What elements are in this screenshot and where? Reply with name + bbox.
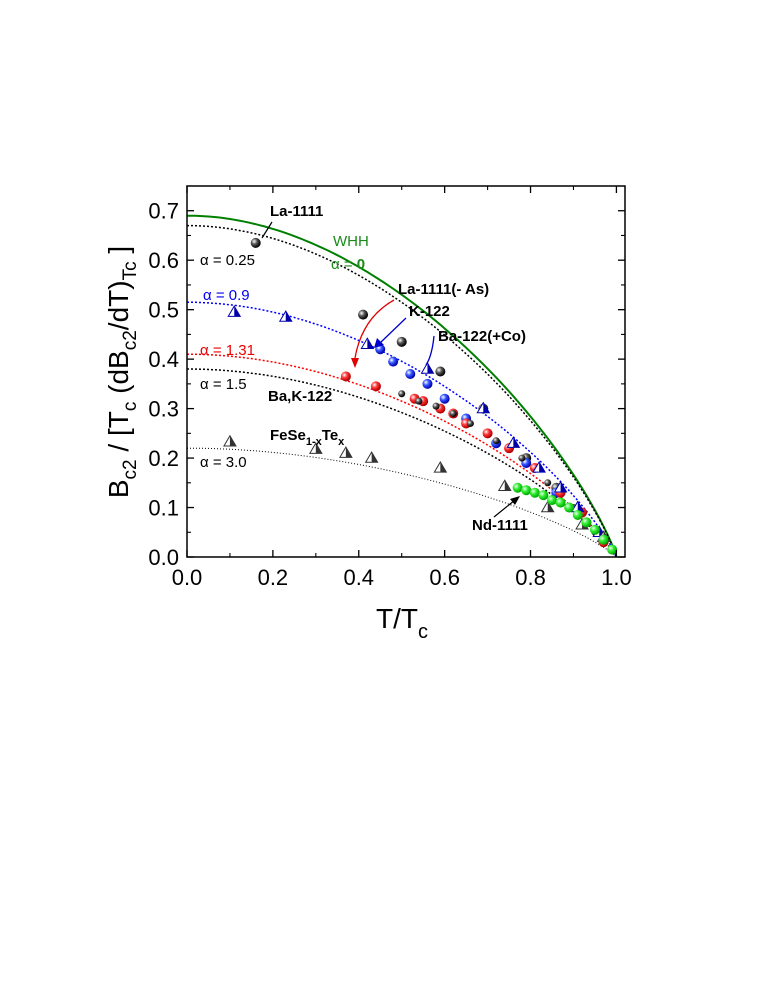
arrow-k122 [379, 317, 407, 344]
arrowhead-la1111-as [351, 358, 359, 368]
y-tick-label: 0.7 [148, 199, 179, 224]
data-point [607, 544, 618, 555]
data-point [405, 368, 416, 379]
label-nd1111: Nd-1111 [472, 517, 528, 534]
y-tick-label: 0.6 [148, 248, 179, 273]
data-point [422, 378, 433, 389]
data-point [547, 495, 557, 506]
data-point [538, 490, 549, 501]
x-tick-label: 1.0 [601, 565, 632, 590]
label-alpha-15: α = 1.5 [200, 376, 247, 393]
data-point-triangle-fill [440, 461, 447, 473]
arrow-ba122co [425, 335, 435, 366]
label-alpha-131: α = 1.31 [200, 342, 255, 359]
y-tick-label: 0.2 [148, 446, 179, 471]
data-point-triangle-fill [560, 481, 567, 492]
data-point [435, 366, 446, 377]
data-point-triangle-fill [315, 443, 322, 454]
label-alpha0: α = 0 [331, 256, 365, 273]
curve-line [186, 301, 618, 558]
y-tick-label: 0.4 [148, 347, 179, 372]
label-alpha-30: α = 3.0 [200, 454, 247, 471]
data-point [521, 485, 532, 496]
data-point-triangle-fill [367, 338, 374, 349]
curve-line [187, 368, 618, 558]
data-point [512, 482, 523, 493]
curve-line [187, 353, 618, 558]
label-bak122: Ba,K-122 [268, 388, 332, 405]
data-point [466, 419, 474, 427]
x-tick-label: 0.6 [429, 565, 460, 590]
data-point-triangle-fill [483, 402, 490, 413]
data-point-triangle-fill [427, 363, 434, 374]
curve-line [187, 447, 617, 558]
axis-ticks [186, 186, 625, 558]
curve-line [187, 214, 618, 558]
y-tick-label: 0.5 [148, 298, 179, 323]
data-point [544, 479, 552, 487]
data-point-triangle-fill [504, 480, 511, 491]
label-fese: FeSe1-xTex [270, 427, 345, 448]
data-point-triangle-fill [234, 306, 241, 317]
data-point [388, 356, 399, 367]
arrow-nd1111 [493, 499, 516, 518]
arrowhead-nd1111 [510, 496, 520, 505]
label-whh: WHH [333, 233, 369, 250]
label-ba122co: Ba-122(+Co) [438, 328, 526, 345]
label-alpha-025: α = 0.25 [200, 252, 255, 269]
x-tick-label: 0.4 [343, 565, 374, 590]
y-tick-label: 0.1 [148, 496, 179, 521]
x-tick-label: 0.8 [515, 565, 546, 590]
data-point [581, 517, 592, 528]
data-point [555, 497, 566, 508]
data-point-triangle-fill [513, 437, 520, 448]
data-points [223, 237, 618, 555]
data-point-triangle-fill [285, 311, 292, 322]
data-point-triangle-fill [577, 501, 584, 512]
data-point [250, 237, 261, 248]
x-tick-label: 0.0 [172, 565, 203, 590]
data-point [370, 381, 381, 392]
x-axis-title: T/Tc [376, 603, 428, 643]
arrow-la1111-as [354, 299, 395, 359]
data-point-triangle-fill [229, 435, 236, 446]
x-tick-label: 0.2 [258, 565, 289, 590]
label-la1111: La-1111 [270, 203, 323, 220]
data-point-triangle-fill [345, 447, 352, 458]
data-point [529, 487, 540, 498]
data-point [449, 410, 457, 418]
data-point [518, 454, 526, 462]
data-point [340, 371, 351, 382]
arrowhead-k122 [374, 338, 384, 348]
data-point [358, 309, 369, 320]
label-k122: K-122 [409, 303, 450, 320]
tick-labels: 0.0 0.2 0.4 0.6 0.8 1.0 0.0 0.1 0.2 0.3 0.4 0.5 0.6 0… [148, 199, 631, 590]
data-point [564, 502, 575, 513]
data-point-triangle-fill [371, 452, 378, 463]
y-tick-label: 0.0 [148, 545, 179, 570]
curve-line [187, 224, 618, 558]
data-point [598, 534, 609, 545]
data-point [398, 390, 406, 398]
data-point [396, 336, 407, 347]
data-point [415, 397, 423, 405]
plot-frame [186, 185, 626, 558]
data-point [439, 393, 450, 404]
y-axis-title: Bc2 / [Tc (dBc2/dT)Tc ] [103, 246, 141, 498]
data-point [572, 509, 583, 520]
label-alpha-09: α = 0.9 [203, 287, 250, 304]
arrow-la1111 [261, 221, 273, 239]
data-point [482, 428, 493, 439]
y-tick-label: 0.3 [148, 397, 179, 422]
data-point [589, 524, 600, 535]
label-la1111-as: La-1111(- As) [398, 281, 489, 298]
data-point [492, 437, 500, 445]
data-point [432, 402, 440, 410]
data-point-triangle-fill [547, 501, 554, 512]
model-curves [186, 214, 618, 558]
data-point-triangle-fill [539, 461, 546, 473]
